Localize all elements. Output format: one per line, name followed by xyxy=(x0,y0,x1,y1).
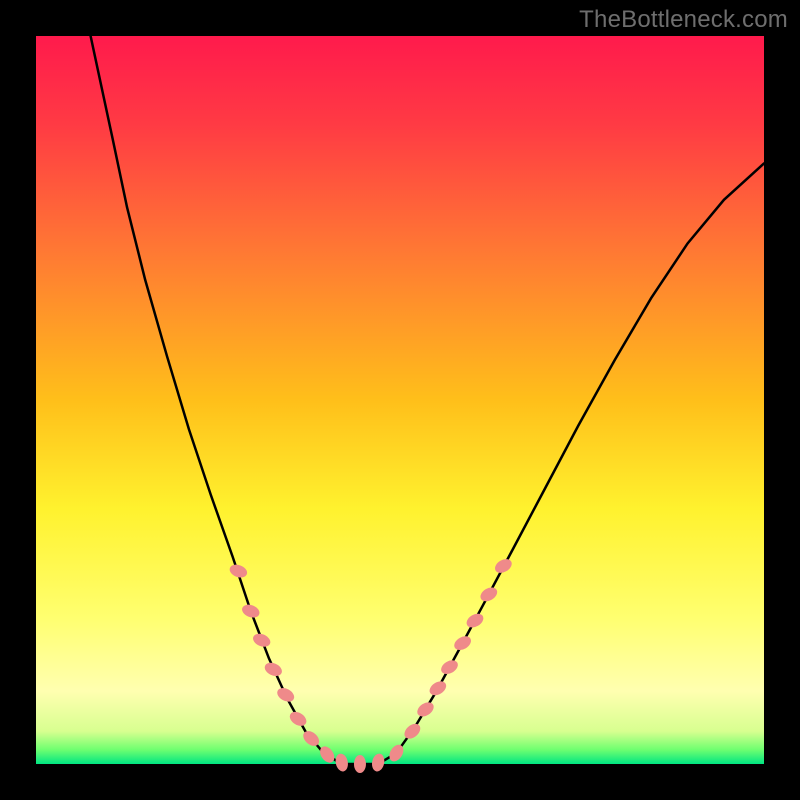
chart-svg xyxy=(0,0,800,800)
watermark-text: TheBottleneck.com xyxy=(579,6,788,34)
figure-root: TheBottleneck.com xyxy=(0,0,800,800)
plot-background-gradient xyxy=(36,36,764,764)
curve-marker xyxy=(354,755,366,773)
